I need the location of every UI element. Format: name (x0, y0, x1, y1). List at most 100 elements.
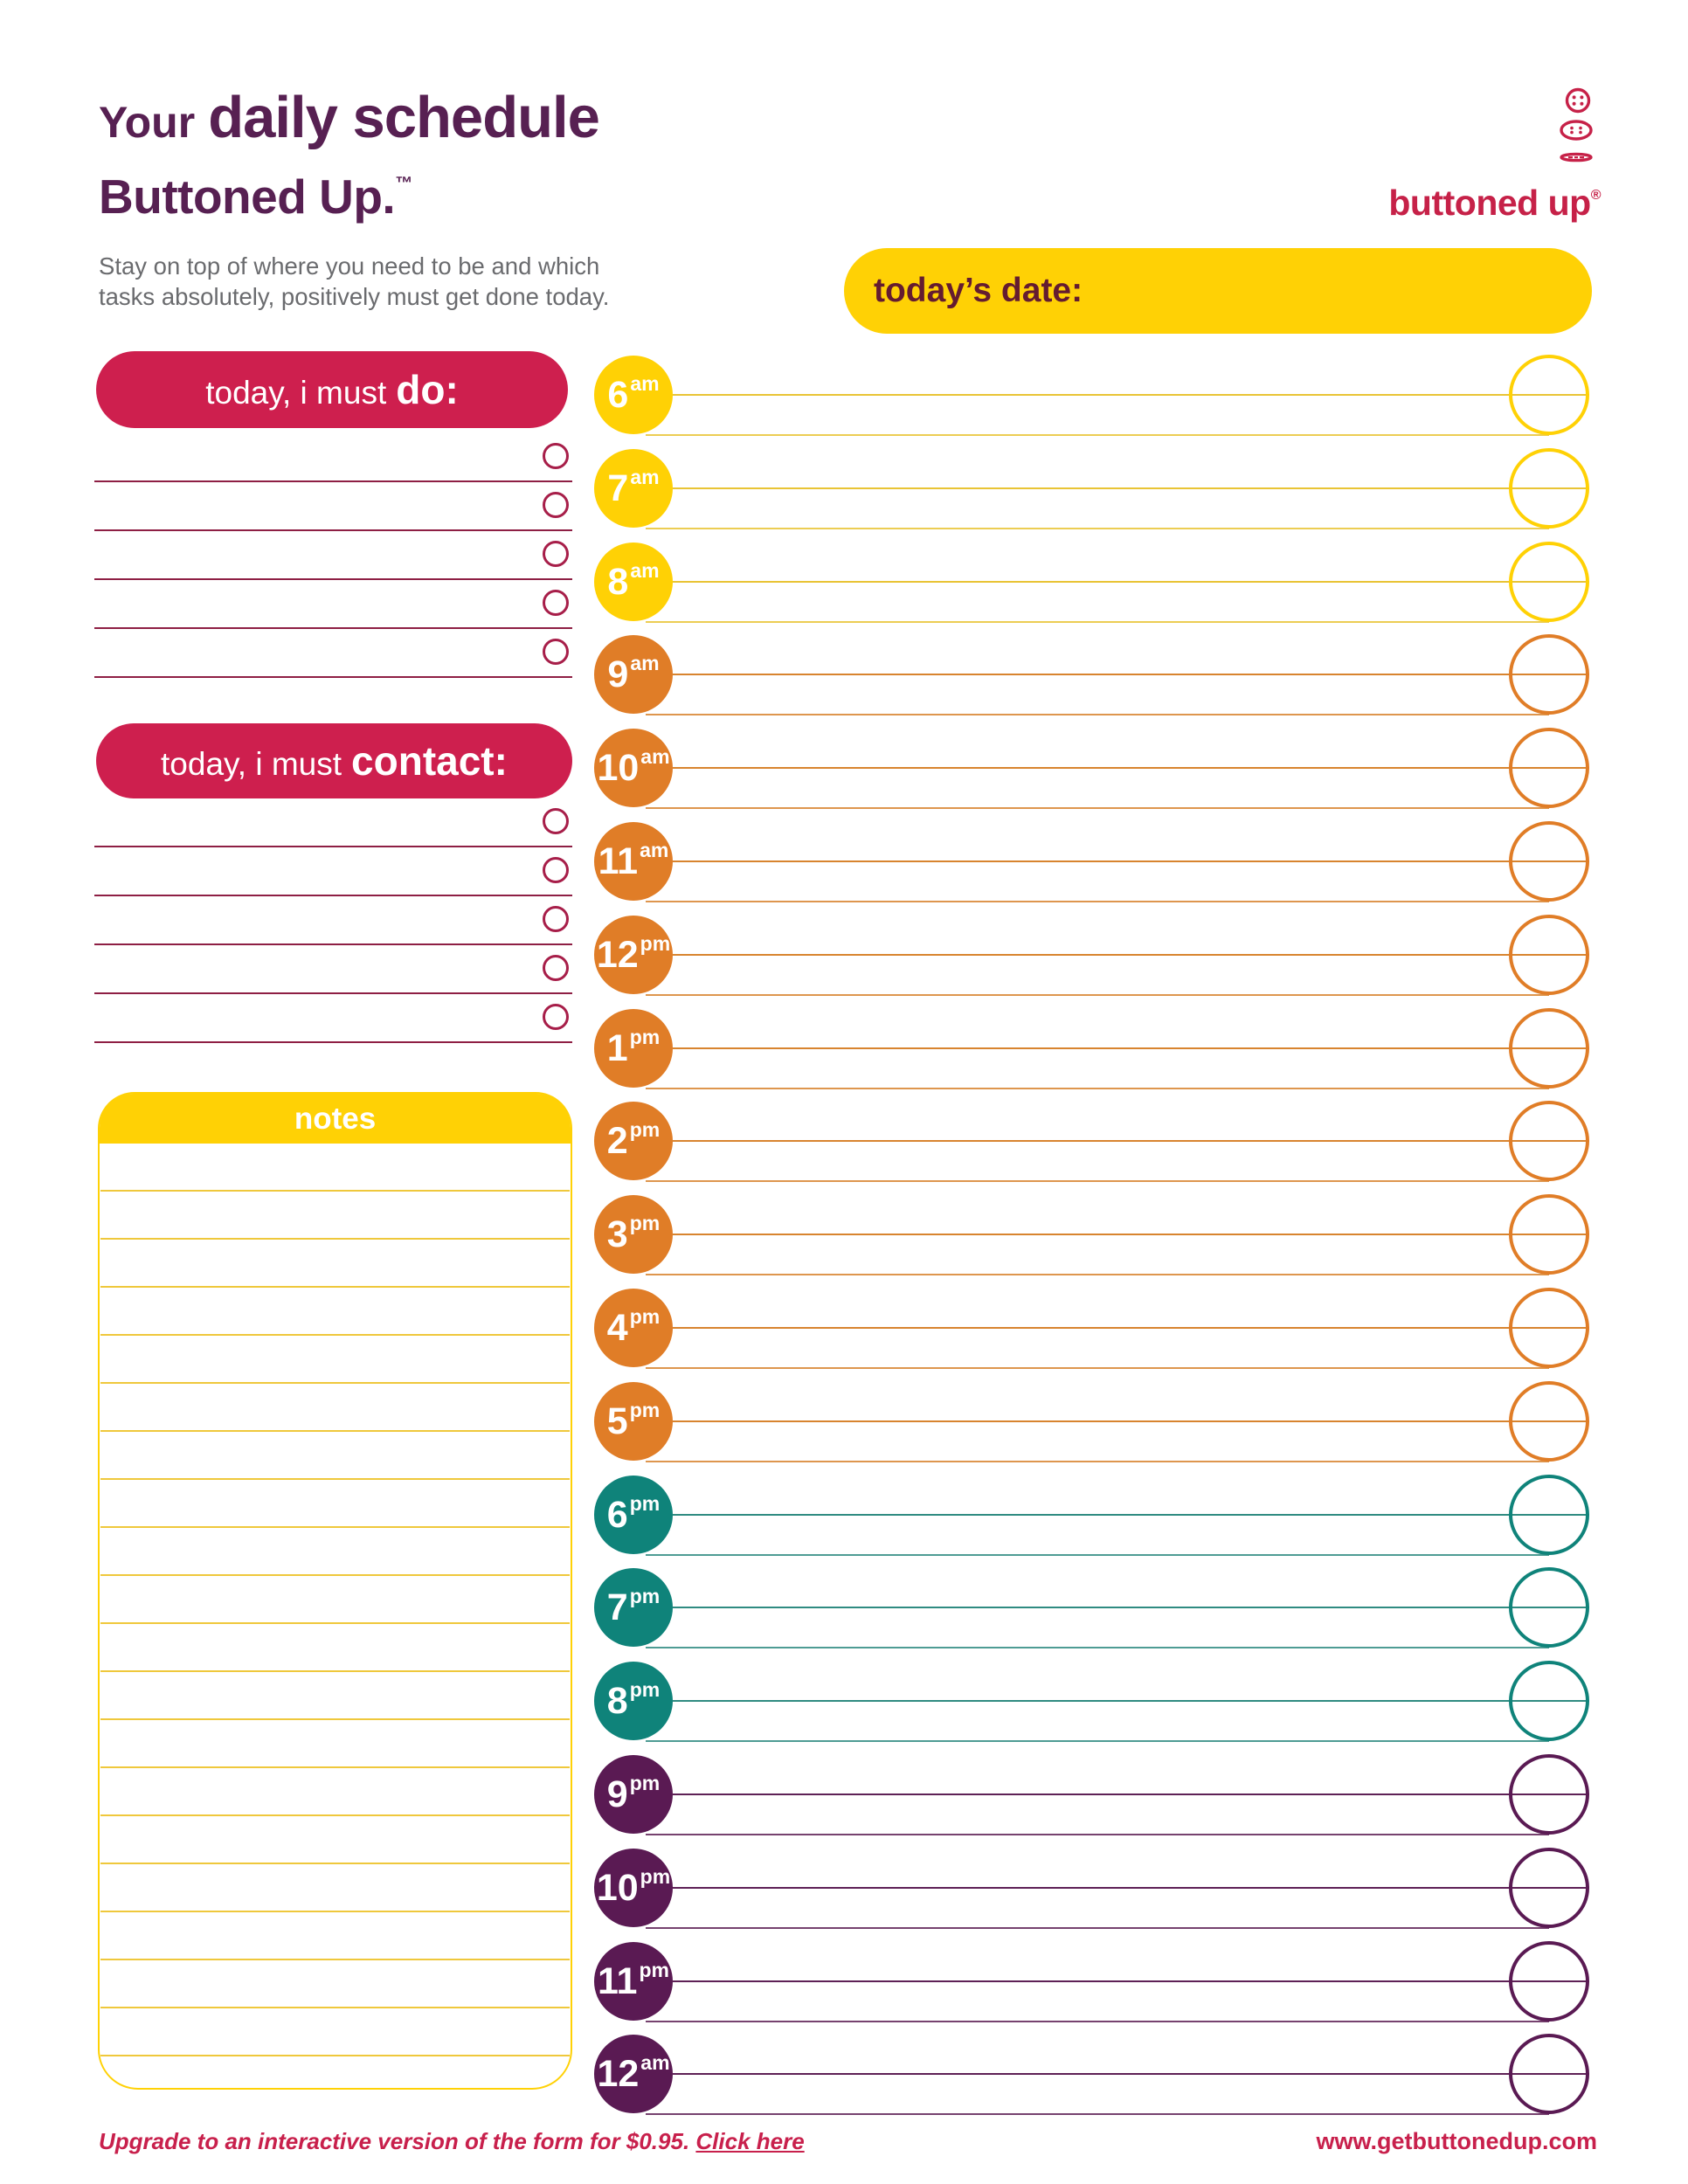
schedule-line-8am[interactable] (673, 581, 1589, 584)
schedule-line-7am[interactable] (673, 487, 1589, 490)
notes-line[interactable] (100, 1863, 570, 1864)
schedule-subline-3pm[interactable] (646, 1274, 1549, 1275)
schedule-subline-8am[interactable] (646, 621, 1549, 623)
schedule-subline-11pm[interactable] (646, 2021, 1549, 2022)
schedule-subline-7am[interactable] (646, 528, 1549, 529)
contact-task-line[interactable] (94, 846, 572, 847)
status-circle-11pm[interactable] (1509, 1941, 1589, 2022)
notes-line[interactable] (100, 1959, 570, 1960)
status-circle-5pm[interactable] (1509, 1381, 1589, 1462)
schedule-line-11pm[interactable] (673, 1980, 1589, 1983)
schedule-subline-10am[interactable] (646, 807, 1549, 809)
notes-line[interactable] (100, 1430, 570, 1432)
notes-line[interactable] (100, 1382, 570, 1384)
schedule-subline-10pm[interactable] (646, 1927, 1549, 1929)
schedule-subline-6am[interactable] (646, 434, 1549, 436)
schedule-line-4pm[interactable] (673, 1327, 1589, 1330)
notes-line[interactable] (100, 1190, 570, 1192)
do-task-circle[interactable] (543, 541, 569, 567)
do-task-line[interactable] (94, 529, 572, 531)
status-circle-7pm[interactable] (1509, 1567, 1589, 1648)
notes-line[interactable] (100, 2007, 570, 2008)
schedule-subline-1pm[interactable] (646, 1088, 1549, 1089)
schedule-subline-7pm[interactable] (646, 1647, 1549, 1648)
notes-line[interactable] (100, 2055, 570, 2056)
do-task-circle[interactable] (543, 492, 569, 518)
notes-line[interactable] (100, 1526, 570, 1528)
hour-label: 5 (606, 1400, 628, 1442)
schedule-line-6am[interactable] (673, 394, 1589, 397)
notes-line[interactable] (100, 1814, 570, 1816)
schedule-subline-9pm[interactable] (646, 1834, 1549, 1835)
schedule-subline-5pm[interactable] (646, 1461, 1549, 1462)
schedule-subline-11am[interactable] (646, 901, 1549, 902)
notes-line[interactable] (100, 1574, 570, 1576)
contact-task-line[interactable] (94, 943, 572, 945)
schedule-line-2pm[interactable] (673, 1140, 1589, 1143)
notes-line[interactable] (100, 1911, 570, 1912)
contact-task-circle[interactable] (543, 857, 569, 883)
notes-line[interactable] (100, 1718, 570, 1720)
do-task-line[interactable] (94, 578, 572, 580)
schedule-subline-8pm[interactable] (646, 1740, 1549, 1742)
schedule-subline-12am[interactable] (646, 2113, 1549, 2115)
upgrade-click-here-link[interactable]: Click here (695, 2128, 805, 2154)
schedule-line-10pm[interactable] (673, 1887, 1589, 1890)
schedule-subline-12pm[interactable] (646, 994, 1549, 996)
status-circle-2pm[interactable] (1509, 1101, 1589, 1181)
status-circle-8am[interactable] (1509, 542, 1589, 622)
notes-line[interactable] (100, 1670, 570, 1672)
notes-section[interactable]: notes (98, 1092, 572, 2090)
schedule-line-8pm[interactable] (673, 1700, 1589, 1703)
status-circle-6pm[interactable] (1509, 1475, 1589, 1555)
status-circle-12am[interactable] (1509, 2034, 1589, 2114)
status-circle-7am[interactable] (1509, 448, 1589, 529)
todays-date-field[interactable]: today’s date: (844, 248, 1592, 334)
status-circle-1pm[interactable] (1509, 1008, 1589, 1089)
notes-line[interactable] (100, 1286, 570, 1288)
status-circle-6am[interactable] (1509, 355, 1589, 435)
status-circle-3pm[interactable] (1509, 1194, 1589, 1275)
status-circle-11am[interactable] (1509, 821, 1589, 902)
schedule-line-12am[interactable] (673, 2073, 1589, 2076)
notes-line[interactable] (100, 1478, 570, 1480)
schedule-line-9pm[interactable] (673, 1794, 1589, 1796)
do-task-circle[interactable] (543, 443, 569, 469)
schedule-subline-6pm[interactable] (646, 1554, 1549, 1556)
schedule-line-7pm[interactable] (673, 1607, 1589, 1609)
notes-line[interactable] (100, 1238, 570, 1240)
schedule-subline-4pm[interactable] (646, 1367, 1549, 1369)
status-circle-9pm[interactable] (1509, 1754, 1589, 1835)
schedule-line-11am[interactable] (673, 860, 1589, 863)
schedule-line-1pm[interactable] (673, 1047, 1589, 1050)
status-circle-12pm[interactable] (1509, 915, 1589, 995)
status-circle-9am[interactable] (1509, 634, 1589, 715)
do-task-circle[interactable] (543, 590, 569, 616)
notes-line[interactable] (100, 1334, 570, 1336)
schedule-line-10am[interactable] (673, 767, 1589, 770)
status-circle-10am[interactable] (1509, 728, 1589, 808)
schedule-line-3pm[interactable] (673, 1234, 1589, 1236)
do-task-line[interactable] (94, 676, 572, 678)
notes-line[interactable] (100, 1766, 570, 1768)
schedule-line-6pm[interactable] (673, 1514, 1589, 1517)
schedule-subline-2pm[interactable] (646, 1180, 1549, 1182)
do-task-line[interactable] (94, 627, 572, 629)
schedule-line-12pm[interactable] (673, 954, 1589, 957)
contact-task-circle[interactable] (543, 1004, 569, 1030)
do-task-line[interactable] (94, 480, 572, 482)
status-circle-4pm[interactable] (1509, 1288, 1589, 1368)
status-circle-10pm[interactable] (1509, 1848, 1589, 1928)
contact-task-circle[interactable] (543, 808, 569, 834)
contact-task-line[interactable] (94, 895, 572, 896)
schedule-line-9am[interactable] (673, 674, 1589, 676)
contact-task-circle[interactable] (543, 955, 569, 981)
contact-task-circle[interactable] (543, 906, 569, 932)
schedule-subline-9am[interactable] (646, 714, 1549, 715)
status-circle-8pm[interactable] (1509, 1661, 1589, 1741)
contact-task-line[interactable] (94, 1041, 572, 1043)
schedule-line-5pm[interactable] (673, 1420, 1589, 1423)
notes-line[interactable] (100, 1622, 570, 1624)
contact-task-line[interactable] (94, 992, 572, 994)
do-task-circle[interactable] (543, 639, 569, 665)
